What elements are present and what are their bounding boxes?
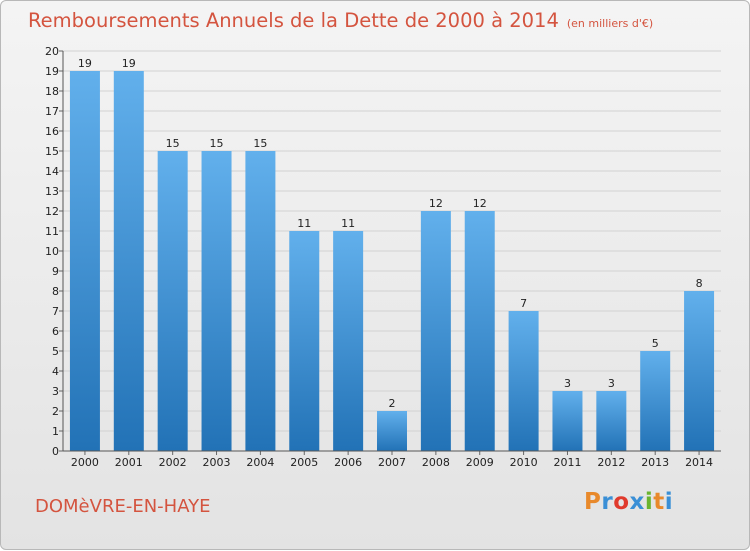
y-tick-label: 19 [45,65,59,78]
y-tick-label: 6 [52,325,59,338]
bar [377,411,407,451]
bar-value-label: 15 [210,137,224,150]
x-tick-label: 2008 [422,456,450,469]
bar-value-label: 3 [564,377,571,390]
x-axis-ticks: 2000 2001 2002 2003 2004 2005 2006 2007 2008 2009… [71,451,713,469]
bar-value-label: 7 [520,297,527,310]
logo-letter: i [644,489,654,515]
bar-value-label: 11 [297,217,311,230]
bar [113,71,144,451]
y-tick-label: 12 [45,205,59,218]
x-tick-label: 2003 [203,456,231,469]
bar [596,391,627,451]
bars: 19 19 15 15 15 11 11 2 12 12 7 3 3 5 8 [69,57,715,451]
x-tick-label: 2013 [641,456,669,469]
y-tick-label: 9 [52,265,59,278]
logo-letter: P [584,489,602,515]
bar [69,71,100,451]
bar [640,351,671,451]
y-tick-label: 18 [45,85,59,98]
chart-unit: (en milliers d'€) [566,17,654,30]
y-tick-label: 4 [52,365,59,378]
bar-value-label: 2 [389,397,396,410]
x-tick-label: 2007 [378,456,406,469]
x-tick-label: 2002 [159,456,187,469]
bar-value-label: 8 [696,277,703,290]
axes [62,51,721,452]
bar-value-label: 19 [122,57,136,70]
logo-letter: o [613,489,630,515]
bar-value-label: 5 [652,337,659,350]
y-tick-label: 5 [52,345,59,358]
x-tick-label: 2001 [115,456,143,469]
bar [201,151,232,451]
proxiti-logo: Proxiti [584,489,673,515]
y-tick-label: 13 [45,185,59,198]
y-tick-label: 7 [52,305,59,318]
x-tick-label: 2006 [334,456,362,469]
x-tick-label: 2012 [597,456,625,469]
logo-letter: r [601,489,614,515]
logo-letter: t [653,489,665,515]
logo-letter: x [629,489,645,515]
y-tick-label: 3 [52,385,59,398]
x-tick-label: 2005 [290,456,318,469]
bar-value-label: 15 [166,137,180,150]
y-tick-label: 11 [45,225,59,238]
bar-value-label: 19 [78,57,92,70]
y-tick-label: 14 [45,165,59,178]
bar-value-label: 12 [473,197,487,210]
bar [289,231,320,451]
chart-title: Remboursements Annuels de la Dette de 20… [28,9,653,32]
y-tick-label: 10 [45,245,59,258]
x-tick-label: 2004 [246,456,274,469]
logo-letter: i [664,489,674,515]
y-tick-label: 20 [45,45,59,58]
bar [245,151,276,451]
bar [157,151,188,451]
y-tick-label: 15 [45,145,59,158]
x-tick-label: 2009 [466,456,494,469]
bar [464,211,495,451]
y-tick-label: 0 [52,445,59,458]
bar [508,311,539,451]
bar [552,391,583,451]
bar [420,211,451,451]
bar [333,231,364,451]
chart-title-text: Remboursements Annuels de la Dette de 20… [28,9,559,32]
y-tick-label: 17 [45,105,59,118]
bar-value-label: 15 [253,137,267,150]
bar [684,291,715,451]
town-name: DOMèVRE-EN-HAYE [35,496,211,517]
x-tick-label: 2011 [553,456,581,469]
y-tick-label: 16 [45,125,59,138]
y-tick-label: 1 [52,425,59,438]
x-tick-label: 2000 [71,456,99,469]
bar-value-label: 3 [608,377,615,390]
x-tick-label: 2010 [510,456,538,469]
y-tick-label: 8 [52,285,59,298]
bar-value-label: 12 [429,197,443,210]
y-tick-label: 2 [52,405,59,418]
bar-value-label: 11 [341,217,355,230]
x-tick-label: 2014 [685,456,713,469]
